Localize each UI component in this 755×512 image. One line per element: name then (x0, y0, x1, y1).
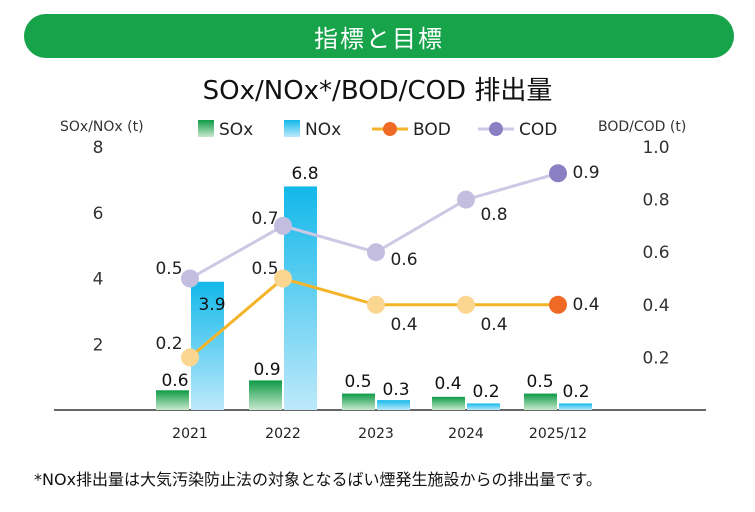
bod-value-label: 0.5 (251, 259, 278, 279)
bod-point (274, 269, 292, 288)
x-tick-label: 2023 (358, 426, 394, 442)
legend-sox-label: SOx (219, 120, 253, 140)
nox-bar (377, 400, 410, 410)
legend-cod-marker (489, 122, 503, 136)
legend-bod-label: BOD (413, 120, 451, 140)
nox-value-label: 0.3 (382, 380, 409, 400)
cod-line (189, 171, 559, 280)
x-tick-label: 2025/12 (529, 426, 587, 442)
footnote: *NOx排出量は大気汚染防止法の対象となるばい煙発生施設からの排出量です。 (34, 470, 602, 489)
bod-point (367, 295, 385, 314)
sox-value-label: 0.9 (253, 360, 280, 380)
emissions-chart: SOx/NOx (t) BOD/COD (t) 2 4 6 8 0.2 0.4 0.6 0.8 1.… (54, 119, 706, 442)
nox-value-label: 0.2 (472, 382, 499, 402)
cod-point (367, 243, 385, 262)
bod-value-label: 0.4 (480, 315, 507, 335)
left-tick-label: 8 (93, 138, 104, 158)
chart-title: SOx/NOx*/BOD/COD 排出量 (202, 76, 553, 106)
nox-bar (467, 403, 500, 410)
legend-nox-label: NOx (305, 120, 341, 140)
bod-value-label: 0.2 (155, 334, 182, 354)
sox-bar (249, 380, 282, 410)
right-tick-label: 0.2 (642, 348, 669, 368)
bod-value-label: 0.4 (390, 315, 417, 335)
left-tick-label: 4 (93, 270, 104, 290)
right-axis-title: BOD/COD (t) (598, 119, 686, 135)
sox-bar (342, 393, 375, 410)
sox-value-label: 0.5 (526, 372, 553, 392)
x-tick-label: 2024 (448, 426, 484, 442)
legend-sox-swatch (198, 120, 214, 137)
nox-value-label: 3.9 (198, 295, 225, 315)
sox-bar (156, 390, 189, 410)
cod-point (549, 164, 567, 183)
sox-value-label: 0.6 (161, 371, 188, 391)
legend-cod-label: COD (519, 120, 557, 140)
nox-bar (191, 281, 224, 410)
sox-bar (432, 396, 465, 410)
cod-point (457, 190, 475, 209)
sox-bar (524, 393, 557, 410)
right-tick-label: 0.6 (642, 243, 669, 263)
x-tick-label: 2022 (265, 426, 301, 442)
left-tick-label: 6 (93, 204, 104, 224)
header-title: 指標と目標 (314, 24, 444, 53)
bod-value-label: 0.4 (572, 295, 599, 315)
cod-point (274, 216, 292, 235)
nox-bar (559, 403, 592, 410)
cod-value-label: 0.7 (251, 209, 278, 229)
legend-bod-marker (383, 122, 397, 136)
right-tick-label: 0.4 (642, 296, 669, 316)
left-tick-label: 2 (93, 335, 104, 355)
right-tick-label: 1.0 (642, 138, 669, 158)
legend-nox-swatch (284, 120, 300, 137)
cod-value-label: 0.6 (390, 250, 417, 270)
sox-value-label: 0.4 (434, 374, 461, 394)
right-tick-label: 0.8 (642, 191, 669, 211)
cod-value-label: 0.8 (480, 205, 507, 225)
bod-point (457, 295, 475, 314)
cod-value-label: 0.5 (155, 259, 182, 279)
x-tick-label: 2021 (172, 426, 208, 442)
cod-point (181, 269, 199, 288)
nox-value-label: 6.8 (291, 164, 318, 184)
header-banner: 指標と目標 (24, 14, 734, 58)
bod-point (181, 348, 199, 367)
sox-value-label: 0.5 (344, 372, 371, 392)
nox-value-label: 0.2 (562, 382, 589, 402)
bod-point (549, 295, 567, 314)
left-axis-title: SOx/NOx (t) (60, 119, 144, 135)
cod-value-label: 0.9 (572, 163, 599, 183)
